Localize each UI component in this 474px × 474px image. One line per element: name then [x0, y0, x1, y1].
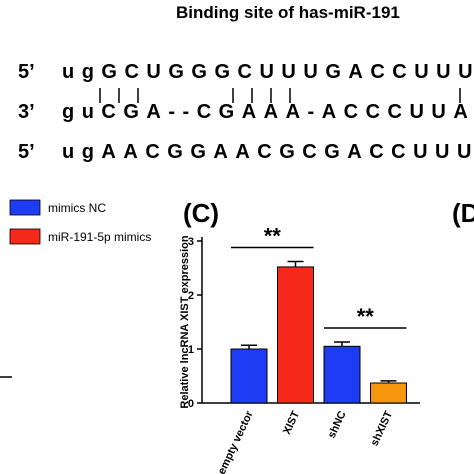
- legend-label: mimics NC: [48, 201, 106, 215]
- x-tick-label: shNC: [326, 409, 349, 440]
- bar: [370, 382, 407, 404]
- error-bar: [287, 260, 304, 267]
- y-tick-label: 3: [188, 236, 194, 248]
- sequence: ugGCUGGGCUUUGACCUUUU: [62, 61, 474, 83]
- x-tick-label: shXIST: [369, 409, 396, 448]
- error-bar: [334, 341, 350, 347]
- significance-label: **: [357, 304, 375, 329]
- panel-label: (D: [452, 198, 474, 228]
- y-tick-label: 1: [188, 344, 194, 356]
- error-bar: [380, 380, 397, 384]
- x-tick-label: empty vector: [216, 409, 256, 474]
- prime-label: 3’: [18, 101, 35, 123]
- significance-label: **: [264, 224, 282, 249]
- sequence: guCGA--CGAAA-ACCCUUA: [62, 101, 474, 123]
- bar: [230, 348, 268, 404]
- y-tick-label: 0: [188, 398, 194, 410]
- panel-label: (C): [183, 198, 219, 228]
- x-tick-label: XIST: [281, 409, 302, 436]
- sequence: ugAACGGAACGCGACCUUUC: [62, 141, 474, 163]
- legend-swatch: [9, 199, 41, 216]
- figure-title: Binding site of has-miR-191: [176, 3, 400, 22]
- legend-label: miR-191-5p mimics: [48, 230, 151, 244]
- bar: [323, 345, 361, 404]
- y-tick-label: 2: [188, 290, 194, 302]
- prime-label: 5’: [18, 61, 35, 83]
- pairing-lines: [99, 88, 461, 103]
- legend-swatch: [9, 228, 41, 245]
- prime-label: 5’: [18, 141, 35, 163]
- bar: [277, 266, 314, 404]
- y-axis-label: Relative lncRNA XIST expression: [179, 235, 191, 408]
- error-bar: [241, 344, 257, 349]
